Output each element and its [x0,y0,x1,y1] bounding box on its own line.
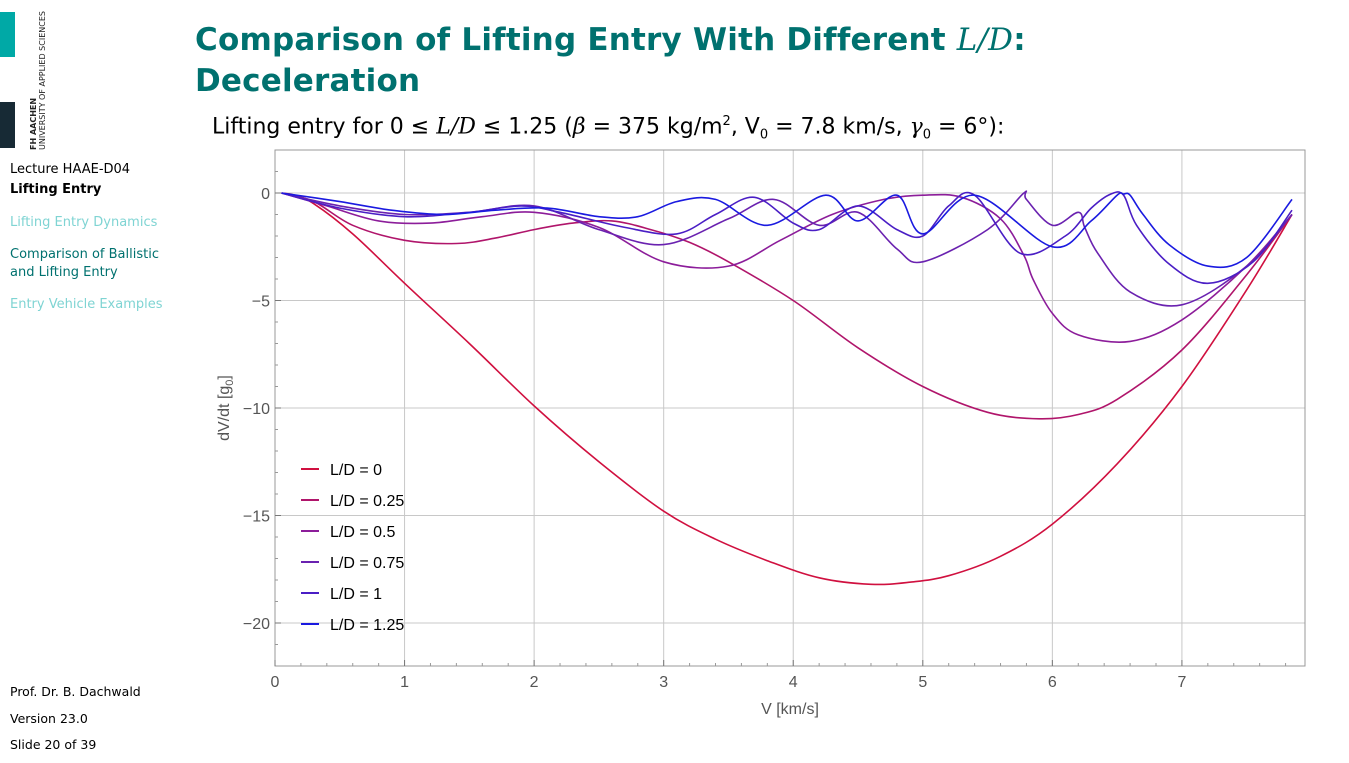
y-axis-label-main: dV/dt [g [216,386,233,441]
course-label: Lecture HAAE-D04 [10,162,131,177]
chart-series [281,190,1293,586]
series-line-3 [281,190,1293,307]
x-tick-label: 0 [271,674,280,691]
legend-label: L/D = 1.25 [330,617,404,634]
subtitle-squared: 2 [722,114,731,129]
y-axis-label: dV/dt [g0] [216,375,236,441]
y-tick-label: −10 [243,401,270,418]
logo-dark-block [0,102,15,148]
subtitle-v0: , V [730,114,760,140]
chart-legend: L/D = 0 L/D = 0.25 L/D = 0.5 L/D = 0.75 L/D … [301,462,404,634]
subtitle-gamma-value: = 6°): [931,114,1005,140]
logo-teal-block [0,12,15,57]
title-text: Comparison of Lifting Entry With Differe… [195,22,957,58]
title-math: L/D [956,22,1014,58]
version-label: Version 23.0 [10,710,88,726]
y-tick-label: −5 [252,294,270,311]
subtitle-v0-value: = 7.8 km/s, [768,114,910,140]
slide-title: Comparison of Lifting Entry With Differe… [195,20,1026,102]
title-colon: : [1013,22,1026,58]
nav-entry-vehicle-examples[interactable]: Entry Vehicle Examples [10,297,163,312]
nav-lifting-entry-dynamics[interactable]: Lifting Entry Dynamics [10,215,158,230]
x-tick-label: 5 [918,674,927,691]
nav-comparison-ballistic-lifting[interactable]: Comparison of Ballistic and Lifting Entr… [10,247,159,280]
subtitle-beta: β [572,114,586,140]
x-tick-label: 1 [400,674,409,691]
y-tick-label: 0 [261,186,270,203]
subtitle-gamma-sub: 0 [922,127,932,143]
y-axis-label-sub: 0 [224,380,236,386]
topic-label: Lifting Entry [10,182,102,197]
series-line-2 [281,192,1293,343]
subtitle-gamma: γ [909,114,923,140]
legend-label: L/D = 0.75 [330,555,404,572]
slide-number-label: Slide 20 of 39 [10,737,97,752]
x-tick-label: 3 [659,674,668,691]
chart-ticks: 0 1 2 3 4 5 6 7 0 −5 −10 −15 −20 [243,171,1287,691]
legend-label: L/D = 1 [330,586,382,603]
chart-grid [274,150,1305,666]
title-line-2: Deceleration [195,63,421,99]
subtitle-mid: ≤ 1.25 ( [475,114,573,140]
series-line-5 [281,192,1293,269]
subtitle-v0-sub: 0 [759,127,769,143]
subtitle-prefix: Lifting entry for 0 ≤ [212,114,437,140]
y-tick-label: −20 [243,616,270,633]
x-tick-label: 6 [1048,674,1057,691]
sidebar: Lecture HAAE-D04 Lifting Entry Lifting E… [10,160,185,314]
subtitle-ld: L/D [436,114,476,140]
slide-subtitle: Lifting entry for 0 ≤ L/D ≤ 1.25 (β = 37… [212,107,1004,151]
legend-label: L/D = 0.25 [330,493,404,510]
y-tick-label: −15 [243,509,270,526]
author-label: Prof. Dr. B. Dachwald [10,684,141,699]
y-axis-label-end: ] [216,375,233,379]
slide-footer: Prof. Dr. B. Dachwald Version 23.0 Slide… [10,683,141,763]
legend-label: L/D = 0.5 [330,524,395,541]
legend-label: L/D = 0 [330,462,382,479]
series-line-4 [281,191,1293,285]
series-line-0 [281,192,1293,586]
subtitle-beta-value: = 375 kg/m [585,114,723,140]
x-tick-label: 2 [530,674,539,691]
series-line-1 [281,192,1293,420]
x-tick-label: 4 [789,674,798,691]
x-tick-label: 7 [1177,674,1186,691]
x-axis-label: V [km/s] [761,701,819,718]
